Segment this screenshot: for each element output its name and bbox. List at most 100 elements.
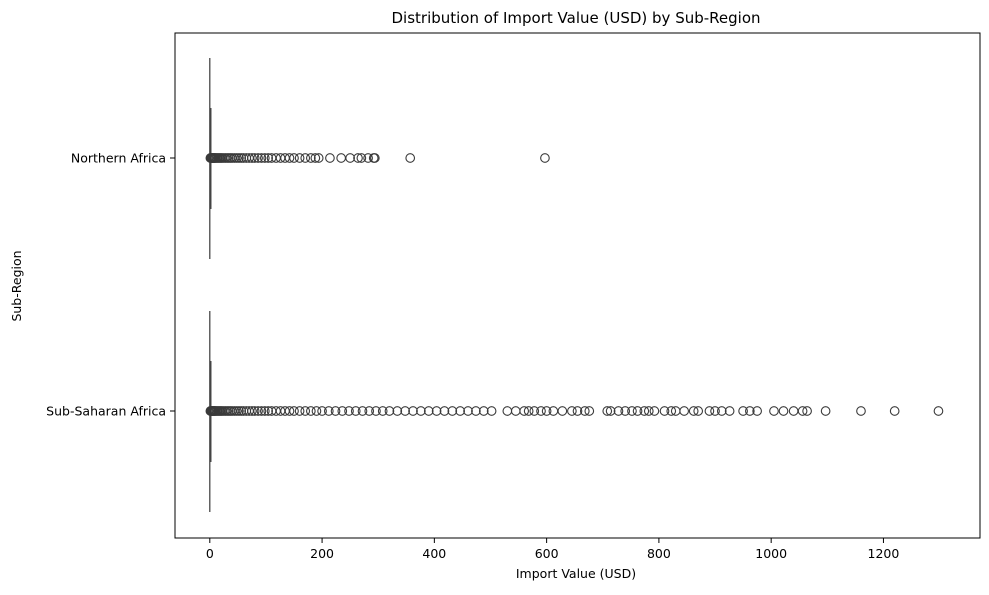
outlier-point: [724, 406, 735, 416]
outlier-point: [353, 153, 363, 163]
plot-area: [205, 58, 944, 512]
outlier-point: [284, 406, 295, 416]
box-group: [205, 311, 944, 512]
outlier-point: [455, 406, 466, 416]
outlier-point: [357, 406, 368, 416]
outlier-point: [605, 406, 616, 416]
outlier-point: [371, 406, 381, 416]
outlier-point: [311, 406, 322, 416]
outlier-point: [579, 406, 590, 416]
outlier-point: [643, 406, 654, 416]
box-group: [205, 58, 550, 259]
outlier-point: [620, 406, 631, 416]
outlier-point: [400, 406, 411, 416]
y-tick-label: Sub-Saharan Africa: [46, 404, 166, 419]
outlier-point: [519, 406, 530, 416]
outlier-point: [247, 406, 257, 416]
x-tick-label: 400: [422, 546, 446, 561]
outlier-point: [693, 406, 704, 416]
outlier-point: [649, 406, 660, 416]
outlier-point: [704, 406, 715, 416]
outlier-point: [613, 406, 624, 416]
outlier-point: [364, 406, 375, 416]
outlier-point: [405, 153, 416, 163]
outlier-point: [602, 406, 613, 416]
outlier-point: [259, 406, 270, 416]
outlier-point: [284, 153, 295, 163]
outlier-point: [384, 406, 395, 416]
outlier-point: [317, 406, 327, 416]
outlier-point: [236, 406, 247, 416]
outlier-point: [447, 406, 458, 416]
outlier-point: [306, 153, 316, 163]
outlier-point: [234, 153, 244, 163]
outlier-point: [306, 406, 316, 416]
outlier-point: [486, 406, 497, 416]
outlier-point: [463, 406, 473, 416]
outlier-point: [471, 406, 481, 416]
outlier-point: [536, 406, 546, 416]
outlier-point: [259, 153, 270, 163]
outlier-point: [234, 406, 244, 416]
x-tick-label: 0: [206, 546, 214, 561]
outlier-point: [752, 406, 762, 416]
outlier-point: [639, 406, 650, 416]
y-tick-label: Northern Africa: [71, 151, 166, 166]
outlier-point: [627, 406, 637, 416]
y-axis: Northern Africa Sub-Saharan Africa: [46, 151, 175, 419]
outlier-point: [408, 406, 418, 416]
x-tick-label: 1200: [868, 546, 900, 561]
chart-title: Distribution of Import Value (USD) by Su…: [391, 9, 760, 27]
outlier-point: [313, 153, 324, 163]
outlier-point: [249, 406, 260, 416]
outlier-point: [231, 153, 242, 163]
outlier-point: [856, 406, 866, 416]
outlier-point: [632, 406, 643, 416]
outlier-point: [933, 406, 944, 416]
outlier-point: [310, 153, 321, 163]
outlier-point: [294, 406, 305, 416]
outlier-point: [377, 406, 388, 416]
outlier-point: [431, 406, 442, 416]
outlier-point: [247, 153, 257, 163]
outlier-point: [256, 153, 267, 163]
outlier-point: [540, 153, 550, 163]
outlier-point: [289, 153, 299, 163]
x-axis-label: Import Value (USD): [516, 566, 636, 581]
x-tick-label: 200: [310, 546, 334, 561]
outlier-point: [253, 406, 263, 416]
outlier-point: [820, 406, 831, 416]
outlier-point: [666, 406, 677, 416]
outlier-point: [263, 153, 274, 163]
x-axis: 0 200 400 600 800 1000 1200: [206, 538, 900, 561]
outlier-point: [423, 406, 434, 416]
outlier-point: [325, 153, 335, 163]
x-tick-label: 600: [535, 546, 559, 561]
outlier-point: [356, 153, 367, 163]
outlier-point: [294, 153, 305, 163]
outlier-point: [557, 406, 568, 416]
plot-frame: [174, 32, 981, 539]
outlier-point: [659, 406, 670, 416]
outlier-point: [369, 153, 380, 163]
outlier-point: [236, 153, 247, 163]
outlier-point: [330, 406, 341, 416]
outlier-point: [529, 406, 540, 416]
outlier-point: [679, 406, 690, 416]
outlier-point: [744, 406, 755, 416]
outlier-point: [300, 153, 311, 163]
outlier-point: [249, 153, 260, 163]
outlier-point: [738, 406, 748, 416]
outlier-point: [337, 406, 348, 416]
outlier-point: [710, 406, 720, 416]
x-tick-label: 1000: [755, 546, 787, 561]
outlier-point: [797, 406, 808, 416]
outlier-point: [478, 406, 489, 416]
outlier-point: [802, 406, 812, 416]
x-tick-label: 800: [647, 546, 671, 561]
outlier-point: [363, 153, 373, 163]
outlier-point: [567, 406, 577, 416]
y-axis-label: Sub-Region: [9, 250, 24, 321]
